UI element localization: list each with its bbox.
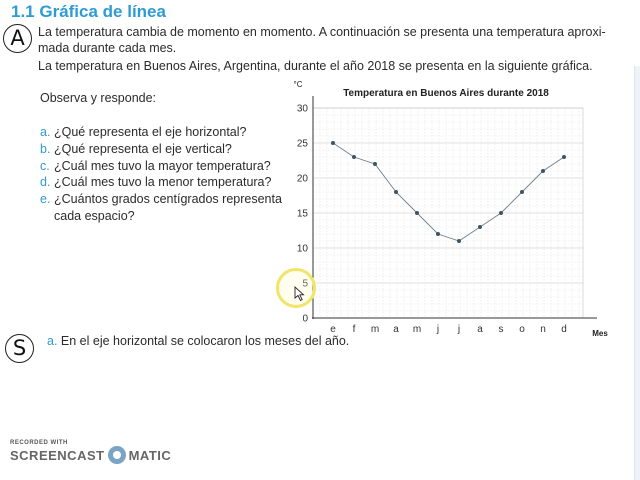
- question-item-continued: cada espacio?: [40, 208, 282, 225]
- intro-line-2: mada durante cada mes.: [38, 41, 177, 55]
- chart-grid: [312, 107, 584, 319]
- x-tick-label: s: [499, 324, 504, 335]
- x-axis-label: Mes: [592, 329, 608, 338]
- intro-line-1: La temperatura cambia de momento en mome…: [38, 25, 606, 39]
- mouse-pointer-icon: [294, 286, 305, 302]
- data-point: [478, 225, 482, 229]
- intro-line-3: La temperatura en Buenos Aires, Argentin…: [38, 59, 593, 73]
- question-text: ¿Qué representa el eje vertical?: [54, 141, 232, 156]
- watermark-right-text: MATIC: [128, 447, 172, 463]
- x-tick-label: m: [371, 324, 379, 335]
- question-text: ¿Qué representa el eje horizontal?: [54, 125, 247, 139]
- data-point: [436, 232, 440, 236]
- question-item: a. ¿Qué representa el eje horizontal?: [40, 124, 282, 141]
- watermark-left-text: SCREENCAST: [10, 447, 105, 463]
- record-icon: [107, 446, 126, 464]
- data-point: [415, 211, 419, 215]
- question-item: e. ¿Cuántos grados centígrados representa: [40, 191, 282, 208]
- y-axis-label: °C: [294, 80, 303, 89]
- screencast-watermark: RECORDED WITH SCREENCAST MATIC: [10, 440, 171, 464]
- answer-letter: a.: [47, 334, 58, 348]
- y-tick-label: 30: [297, 104, 309, 115]
- question-letter: c.: [40, 158, 50, 173]
- x-tick-label: a: [393, 324, 399, 335]
- data-point: [520, 190, 524, 194]
- x-tick-label: j: [457, 324, 460, 335]
- x-tick-label: o: [519, 324, 525, 335]
- chart-title: Temperatura en Buenos Aires durante 2018: [343, 88, 549, 99]
- data-point: [541, 169, 545, 173]
- data-point: [331, 141, 335, 145]
- question-text: ¿Cuántos grados centígrados representa: [54, 192, 282, 207]
- section-letter-a: A: [3, 24, 32, 53]
- question-text: ¿Cuál mes tuvo la mayor temperatura?: [54, 158, 271, 173]
- answer-text: En el eje horizontal se colocaron los me…: [60, 334, 350, 348]
- x-tick-label: n: [540, 324, 546, 335]
- question-letter: d.: [40, 175, 51, 190]
- question-text: ¿Cuál mes tuvo la menor temperatura?: [54, 175, 272, 190]
- section-letter-s: S: [5, 334, 34, 363]
- question-letter: a.: [40, 125, 51, 139]
- data-point: [499, 211, 503, 215]
- x-tick-label: m: [413, 324, 421, 335]
- question-item: b. ¿Qué representa el eje vertical?: [40, 141, 282, 158]
- question-item: c. ¿Cuál mes tuvo la mayor temperatura?: [40, 158, 282, 175]
- data-point: [562, 155, 566, 159]
- question-letter: b.: [40, 141, 51, 156]
- question-letter: e.: [40, 192, 51, 207]
- data-point: [457, 239, 461, 243]
- answer-line: a. En el eje horizontal se colocaron los…: [47, 334, 349, 348]
- x-tick-label: f: [353, 324, 356, 335]
- y-tick-label: 20: [297, 174, 309, 185]
- x-tick-label: e: [330, 324, 336, 335]
- watermark-top-text: RECORDED WITH: [10, 440, 68, 446]
- y-tick-label: 0: [302, 314, 308, 325]
- y-tick-label: 15: [297, 209, 309, 220]
- watermark-brand: SCREENCAST MATIC: [10, 446, 171, 464]
- data-point: [352, 155, 356, 159]
- y-tick-label: 10: [297, 244, 309, 255]
- page-title: 1.1 Gráfica de línea: [11, 2, 166, 21]
- x-tick-label: j: [436, 324, 439, 335]
- line-chart: Temperatura en Buenos Aires durante 2018…: [294, 80, 609, 338]
- question-list: a. ¿Qué representa el eje horizontal? b. ¿…: [40, 124, 282, 225]
- series-line: [332, 142, 565, 242]
- data-point: [373, 162, 377, 166]
- series-points: [331, 141, 566, 243]
- question-item: d. ¿Cuál mes tuvo la menor temperatura?: [40, 174, 282, 191]
- question-text-continued: cada espacio?: [54, 208, 135, 223]
- x-tick-label: d: [561, 324, 567, 335]
- x-tick-label: a: [477, 324, 483, 335]
- y-tick-label: 25: [297, 139, 309, 150]
- scrollbar-strip: [634, 66, 640, 480]
- questions-prompt: Observa y responde:: [40, 91, 157, 105]
- data-point: [394, 190, 398, 194]
